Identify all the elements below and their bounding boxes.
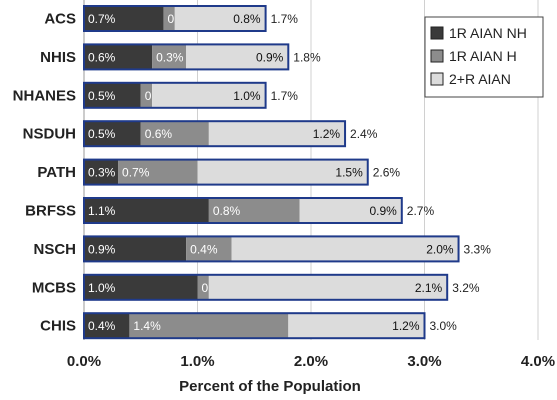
x-tick-labels: 0.0% 1.0% 2.0% 3.0% 4.0% [67, 353, 555, 370]
bar-segment [208, 198, 300, 223]
bar-value-label: 0.9% [256, 50, 284, 64]
bar-segment [231, 236, 459, 262]
category-label: CHIS [40, 318, 76, 335]
bar-total-label: 2.6% [373, 166, 401, 180]
bar-outline [83, 5, 267, 32]
legend-swatch [430, 49, 444, 63]
bar-segment [84, 159, 119, 185]
bar-value-label: 0.8% [213, 204, 241, 218]
bar-value-label: 0.9% [369, 204, 397, 218]
bar-total-label: 3.0% [430, 319, 458, 333]
bar-value-label: 1.2% [313, 127, 341, 141]
category-label: NHANES [13, 87, 76, 104]
bar-segment [208, 121, 346, 147]
bar-segment [84, 198, 209, 223]
x-axis-title: Percent of the Population [179, 378, 361, 395]
x-tick-label: 4.0% [521, 353, 555, 370]
bar-segment [84, 236, 187, 262]
x-tick-label: 3.0% [407, 353, 441, 370]
bar-outline [83, 43, 290, 71]
bar-value-label: 0.6% [88, 50, 116, 64]
bar-value-label: 0.9% [88, 242, 116, 256]
bar-segment [140, 121, 209, 147]
bar-segment [84, 6, 164, 31]
bar-value-label: 1.1% [88, 204, 116, 218]
category-label: PATH [37, 164, 76, 181]
legend-label: 1R AIAN H [449, 48, 517, 64]
bar-segment [208, 274, 448, 300]
bar-segment [197, 274, 209, 300]
bar-value-label: 1.0% [88, 281, 116, 295]
bar-total-label: 1.8% [293, 50, 321, 64]
bar-outline [83, 158, 369, 186]
category-label: NSCH [33, 241, 76, 258]
bar-value-label: 0.4% [190, 242, 218, 256]
bar-segment [186, 236, 232, 262]
bar-outline [83, 120, 347, 148]
legend-label: 2+R AIAN [449, 71, 511, 87]
legend-swatch [430, 26, 444, 40]
bar-segment [84, 121, 141, 147]
bar-value-label: 0.5% [88, 127, 116, 141]
bars: 0.7%0.1%0.8%1.7%0.6%0.3%0.9%1.8%0.5%0.1%… [83, 5, 492, 340]
bar-value-label: 2.0% [426, 242, 454, 256]
bar-segment [197, 159, 368, 185]
bar-total-label: 1.7% [271, 89, 299, 103]
bar-value-label: 0.8% [233, 12, 261, 26]
category-label: NSDUH [23, 126, 76, 143]
bar-value-label: 0.6% [145, 127, 173, 141]
bar-segment [84, 44, 153, 70]
bar-total-label: 2.7% [407, 204, 435, 218]
category-label: ACS [44, 11, 76, 28]
bar-segment [152, 44, 187, 70]
category-label: MCBS [32, 279, 76, 296]
x-tick-label: 2.0% [294, 353, 328, 370]
bar-outline [83, 235, 460, 263]
bar-value-label: 0.7% [122, 166, 150, 180]
bar-segment [84, 274, 198, 300]
bar-segment [174, 6, 266, 31]
bar-total-label: 1.7% [271, 12, 299, 26]
bar-segment [84, 313, 130, 339]
x-tick-label: 1.0% [180, 353, 214, 370]
category-label: NHIS [40, 49, 76, 66]
bar-value-label: 1.5% [335, 166, 363, 180]
bar-value-label: 0.5% [88, 89, 116, 103]
bar-segment [186, 44, 289, 70]
bar-outline [83, 312, 426, 340]
bar-segment [288, 313, 425, 339]
bar-value-label: 1.2% [392, 319, 420, 333]
bar-segment [163, 6, 175, 31]
legend-box [424, 16, 544, 98]
bar-value-label: 0.7% [88, 12, 116, 26]
bar-segment [129, 313, 289, 339]
bar-value-label: 1.4% [133, 319, 161, 333]
bar-outline [83, 197, 403, 224]
bar-value-label: 1.0% [233, 89, 261, 103]
bar-segment [299, 198, 402, 223]
bar-outline [83, 81, 267, 109]
category-label: BRFSS [25, 203, 76, 220]
x-tick-label: 0.0% [67, 353, 101, 370]
bar-outline [83, 273, 449, 301]
bar-total-label: 3.2% [452, 281, 480, 295]
bar-segment [84, 82, 141, 108]
bar-value-label: 0.3% [88, 166, 116, 180]
bar-total-label: 3.3% [464, 242, 492, 256]
bar-value-label: 0.4% [88, 319, 116, 333]
legend-swatch [430, 72, 444, 86]
category-labels: ACS NHIS NHANES NSDUH PATH BRFSS NSCH MCBS CHIS [13, 11, 76, 335]
bar-segment [140, 82, 153, 108]
bar-segment [118, 159, 198, 185]
legend: 1R AIAN NH 1R AIAN H 2+R AIAN [424, 16, 544, 98]
bar-value-label: 0.3% [156, 50, 184, 64]
bar-value-label: 2.1% [415, 281, 443, 295]
bar-total-label: 2.4% [350, 127, 378, 141]
legend-label: 1R AIAN NH [449, 25, 527, 41]
bar-segment [152, 82, 266, 108]
